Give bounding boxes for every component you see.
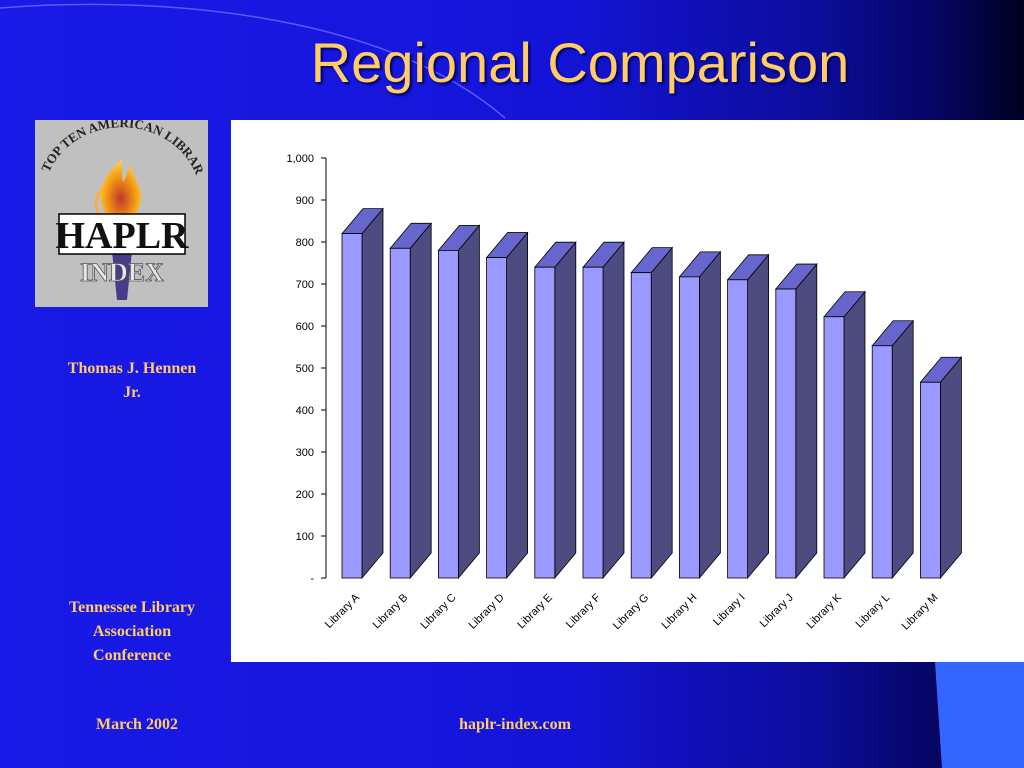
y-tick-label: 1,000: [286, 153, 314, 165]
slide-title: Regional Comparison: [310, 31, 850, 94]
bar-side: [361, 207, 384, 580]
bar: [486, 257, 508, 579]
bar: [534, 266, 556, 579]
author-name: Thomas J. Hennen Jr.: [67, 360, 197, 401]
bar: [582, 266, 604, 579]
y-tick-label: -: [310, 573, 314, 585]
x-tick-label: Library C: [418, 592, 458, 632]
bar-side: [940, 356, 962, 580]
x-tick-label: Library G: [611, 592, 651, 632]
y-tick-label: 400: [296, 405, 314, 417]
bar-side: [698, 250, 721, 580]
x-tick-label: Library I: [711, 592, 748, 629]
x-tick-label: Library B: [371, 592, 411, 632]
y-tick-label: 200: [296, 489, 314, 501]
x-tick-label: Library M: [900, 592, 941, 633]
bar: [630, 272, 652, 579]
bar-side: [650, 246, 673, 580]
bar-side: [602, 241, 625, 580]
bar-side: [891, 319, 914, 580]
bar: [341, 233, 363, 579]
bar-chart: - 100 200 300 400 500 600 700 800 900 1,000 Library…: [231, 120, 1024, 662]
y-tick-label: 300: [296, 447, 314, 459]
logo-sub-text: INDEX: [80, 258, 164, 287]
bar: [437, 249, 459, 579]
x-tick-label: Library L: [854, 592, 893, 631]
x-tick-label: Library K: [805, 591, 845, 631]
x-tick-label: Library E: [515, 592, 555, 632]
y-tick-label: 700: [296, 279, 314, 291]
bar-side: [747, 253, 769, 580]
x-tick-label: Library J: [758, 592, 796, 630]
bar-side: [506, 231, 529, 580]
bar: [389, 247, 411, 579]
y-tick-label: 800: [296, 237, 314, 249]
bar-side: [409, 222, 432, 580]
bar-side: [795, 262, 818, 580]
bar: [920, 381, 941, 579]
bar: [727, 279, 749, 579]
bar: [823, 316, 845, 579]
logo-main-text: HAPLR: [56, 215, 190, 257]
bar: [775, 288, 797, 579]
y-tick-label: 900: [296, 195, 314, 207]
bar-side: [554, 241, 577, 580]
conference-name: Tennessee Library Association Conference: [68, 599, 196, 664]
y-tick-label: 500: [296, 363, 314, 375]
bar-side: [843, 290, 866, 580]
website-link[interactable]: haplr-index.com: [459, 716, 571, 733]
x-tick-label: Library F: [564, 591, 603, 630]
y-tick-label: 600: [296, 321, 314, 333]
x-tick-label: Library D: [467, 592, 507, 632]
presentation-date: March 2002: [96, 716, 178, 733]
y-tick-label: 100: [296, 531, 314, 543]
chart-canvas: - 100 200 300 400 500 600 700 800 900 1,000 Library…: [286, 153, 963, 633]
haplr-logo: A TOP TEN AMERICAN LIBRARY HAPLR INDEX: [30, 108, 208, 307]
x-tick-label: Library A: [323, 591, 363, 631]
bar: [871, 345, 893, 579]
bar-side: [457, 224, 480, 580]
bar: [678, 276, 700, 579]
x-tick-label: Library H: [659, 592, 699, 632]
